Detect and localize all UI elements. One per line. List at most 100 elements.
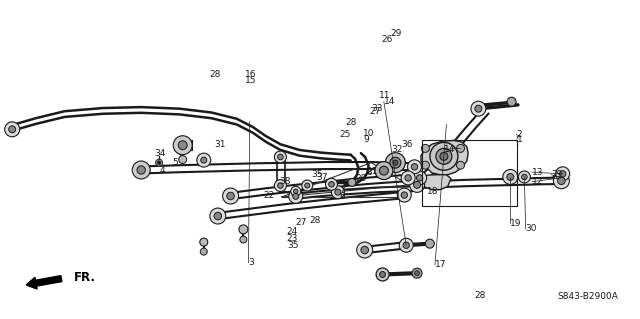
Circle shape	[214, 212, 221, 220]
Circle shape	[227, 192, 234, 200]
Text: 11: 11	[379, 91, 390, 100]
Text: 14: 14	[444, 145, 455, 154]
Text: 35: 35	[287, 241, 298, 250]
Circle shape	[239, 225, 248, 234]
Circle shape	[361, 246, 369, 254]
Circle shape	[156, 159, 163, 166]
Circle shape	[173, 136, 192, 155]
Circle shape	[196, 153, 211, 167]
Text: 13: 13	[532, 168, 543, 177]
Circle shape	[518, 171, 531, 183]
Circle shape	[240, 236, 247, 243]
Text: 7: 7	[339, 186, 345, 195]
Circle shape	[385, 153, 405, 173]
Text: 28: 28	[474, 291, 486, 300]
Circle shape	[522, 174, 527, 180]
Text: 1: 1	[516, 135, 522, 144]
Text: S843-B2900A: S843-B2900A	[558, 292, 619, 300]
Bar	[422, 140, 516, 205]
Circle shape	[421, 145, 429, 152]
Circle shape	[507, 174, 514, 181]
Circle shape	[399, 238, 413, 252]
Circle shape	[157, 161, 161, 165]
Polygon shape	[421, 140, 468, 175]
Text: 3: 3	[248, 258, 254, 267]
Text: FR.: FR.	[74, 271, 96, 284]
Text: 8: 8	[366, 168, 372, 177]
Circle shape	[275, 151, 286, 163]
Text: 37: 37	[316, 173, 328, 182]
Circle shape	[401, 171, 415, 185]
Circle shape	[380, 166, 388, 175]
Text: 28: 28	[346, 117, 357, 127]
Circle shape	[335, 189, 341, 195]
Circle shape	[503, 169, 518, 184]
Circle shape	[413, 182, 420, 189]
Text: 21: 21	[366, 167, 378, 176]
Circle shape	[456, 161, 465, 169]
Text: 10: 10	[364, 129, 375, 138]
Circle shape	[393, 160, 398, 165]
Circle shape	[410, 177, 424, 192]
Text: 23: 23	[287, 234, 298, 243]
Circle shape	[507, 97, 516, 106]
Text: 26: 26	[381, 35, 393, 44]
Circle shape	[412, 164, 418, 170]
Text: 6: 6	[339, 192, 345, 202]
Circle shape	[292, 193, 299, 199]
Circle shape	[332, 186, 344, 199]
Text: 27: 27	[370, 107, 381, 116]
Circle shape	[436, 148, 452, 164]
Circle shape	[301, 180, 313, 191]
Circle shape	[9, 126, 16, 133]
Text: 31: 31	[214, 140, 225, 149]
Text: 17: 17	[435, 260, 447, 270]
Text: 14: 14	[384, 97, 396, 106]
Circle shape	[556, 167, 570, 181]
Text: 18: 18	[428, 187, 439, 196]
Circle shape	[179, 156, 187, 163]
Circle shape	[475, 105, 482, 112]
Text: 20: 20	[356, 174, 367, 183]
Text: 28: 28	[209, 70, 220, 79]
Text: 29: 29	[390, 29, 402, 38]
Circle shape	[412, 268, 422, 278]
Circle shape	[390, 157, 401, 168]
Circle shape	[305, 183, 310, 188]
Text: 24: 24	[287, 227, 298, 236]
Circle shape	[413, 171, 427, 185]
Circle shape	[4, 122, 20, 137]
Circle shape	[289, 189, 303, 203]
Text: 19: 19	[510, 219, 522, 227]
Circle shape	[356, 242, 372, 258]
Circle shape	[401, 192, 408, 198]
Circle shape	[557, 177, 565, 185]
Circle shape	[430, 142, 458, 170]
Circle shape	[397, 188, 412, 202]
Circle shape	[278, 183, 284, 188]
Circle shape	[326, 178, 337, 190]
Text: 16: 16	[244, 70, 256, 79]
Text: 29: 29	[551, 170, 563, 179]
Circle shape	[223, 188, 239, 204]
Text: 35: 35	[311, 170, 323, 179]
Circle shape	[417, 175, 423, 181]
Circle shape	[380, 271, 385, 278]
Circle shape	[210, 208, 226, 224]
Circle shape	[405, 175, 412, 181]
Circle shape	[200, 238, 208, 246]
Circle shape	[137, 166, 145, 174]
Circle shape	[178, 141, 187, 150]
Circle shape	[559, 171, 566, 177]
Circle shape	[440, 152, 448, 160]
Circle shape	[554, 173, 570, 189]
Text: 9: 9	[364, 135, 369, 144]
Text: 2: 2	[516, 130, 522, 138]
Circle shape	[291, 186, 301, 196]
FancyArrow shape	[26, 276, 62, 289]
Text: 25: 25	[339, 130, 351, 139]
Circle shape	[403, 242, 410, 249]
Text: 33: 33	[371, 104, 383, 113]
Text: 5: 5	[172, 158, 177, 167]
Circle shape	[278, 154, 284, 160]
